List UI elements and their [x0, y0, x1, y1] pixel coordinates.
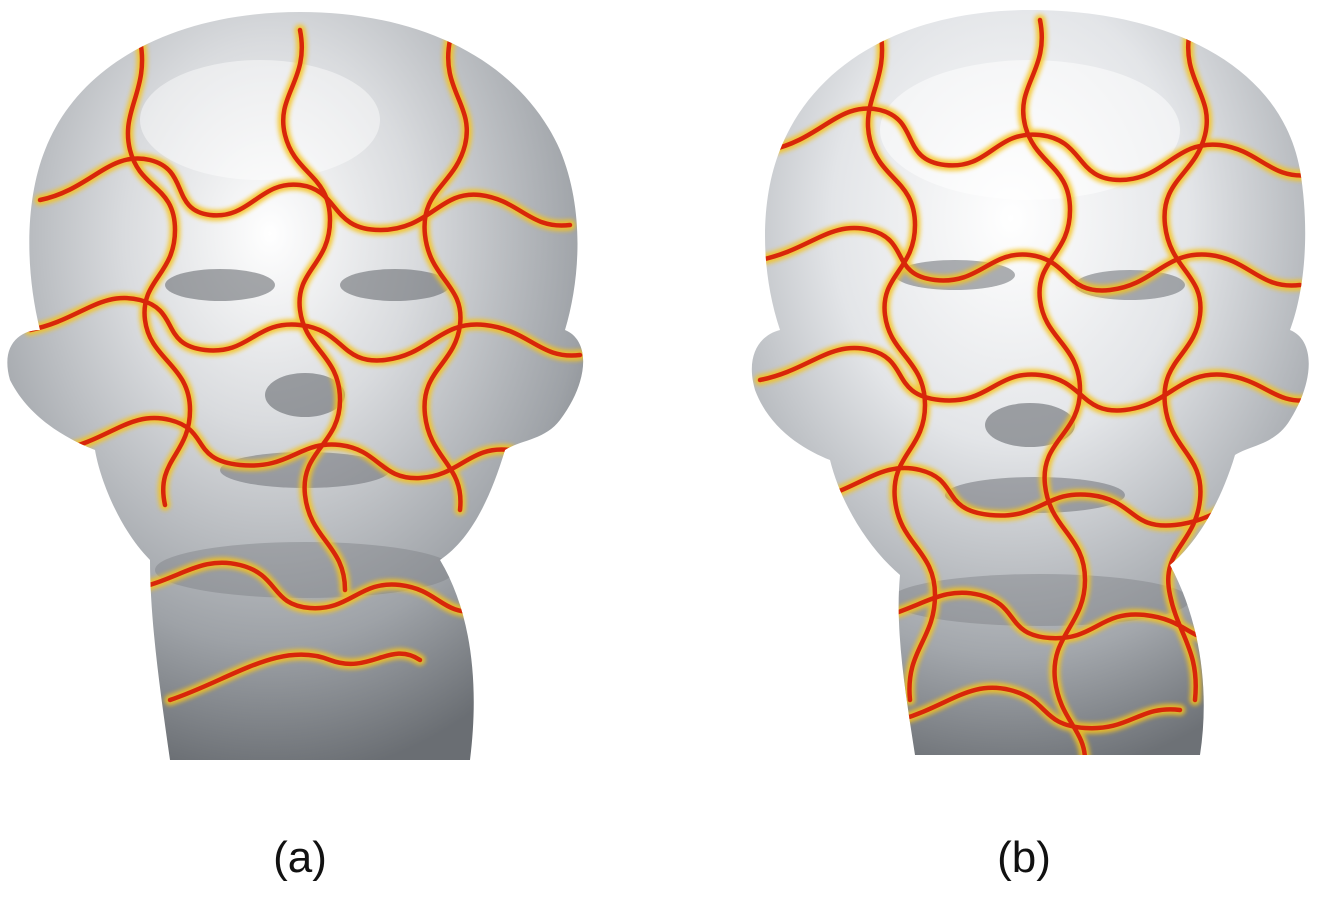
head-render-a-icon — [7, 12, 584, 760]
panel-a-caption: (a) — [273, 833, 327, 882]
panel-a: (a) — [0, 0, 600, 901]
head-render-b-icon — [751, 10, 1309, 755]
panel-b-caption: (b) — [997, 833, 1051, 882]
panel-b: (b) — [700, 0, 1322, 901]
